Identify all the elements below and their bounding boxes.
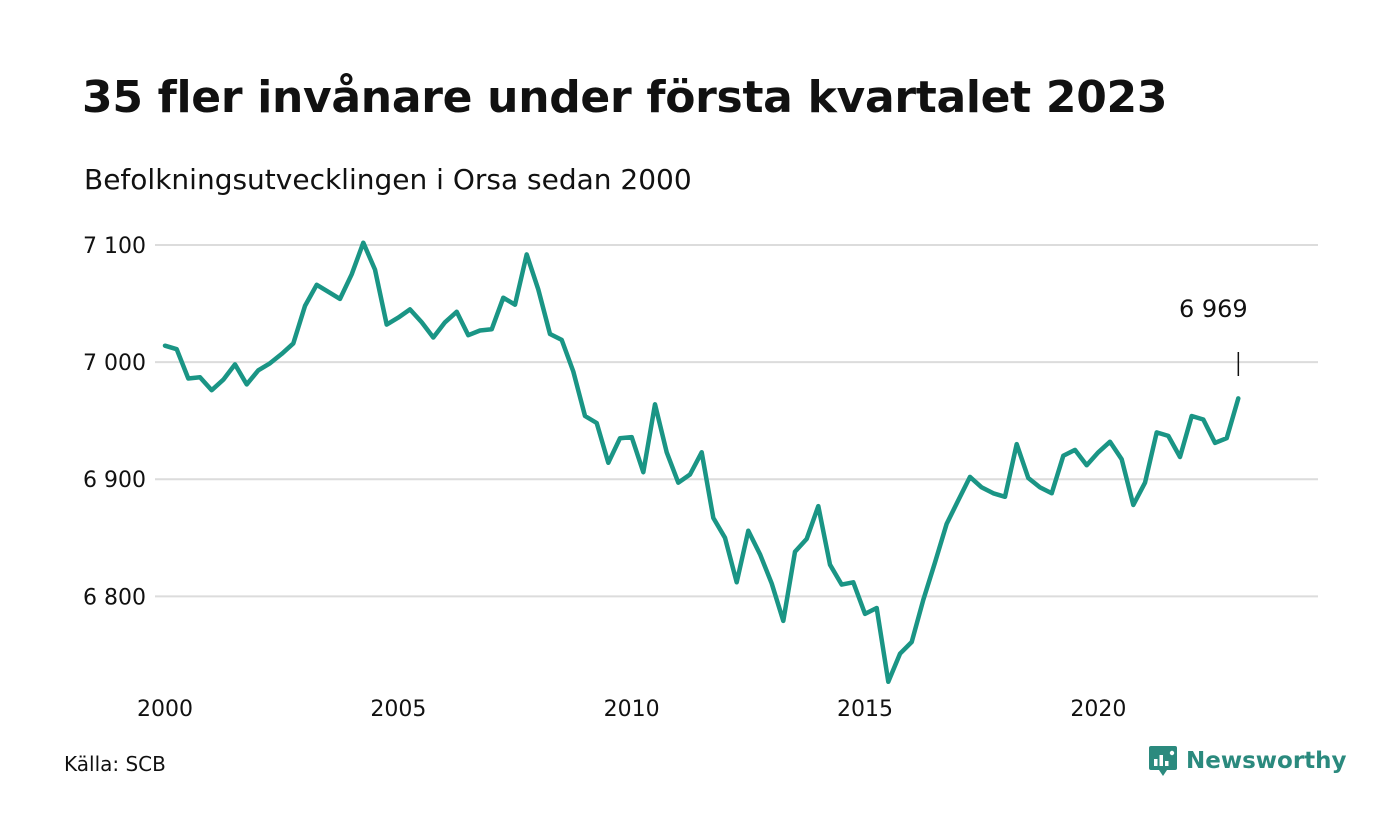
x-tick-label: 2000: [137, 697, 193, 722]
y-tick-label: 6 800: [83, 585, 146, 610]
y-tick-label: 6 900: [83, 468, 146, 493]
brand-name: Newsworthy: [1186, 748, 1347, 774]
chart-subtitle: Befolkningsutvecklingen i Orsa sedan 200…: [84, 163, 692, 196]
y-tick-label: 7 000: [83, 351, 146, 376]
source-note: Källa: SCB: [64, 752, 166, 776]
y-tick-label: 7 100: [83, 234, 146, 259]
brand-logo: Newsworthy: [1148, 744, 1347, 778]
series-line: [162, 240, 1241, 685]
line-chart: 6 800 6 900 7 000 7 100 2000 2005 2010 2015 2020…: [83, 234, 1318, 722]
x-tick-label: 2005: [370, 697, 426, 722]
x-tick-label: 2015: [837, 697, 893, 722]
end-value-label: 6 969: [1179, 295, 1248, 323]
newsworthy-logo-icon: [1149, 746, 1177, 776]
chart-title: 35 fler invånare under första kvartalet …: [82, 72, 1168, 123]
x-tick-label: 2010: [604, 697, 660, 722]
x-tick-label: 2020: [1070, 697, 1126, 722]
